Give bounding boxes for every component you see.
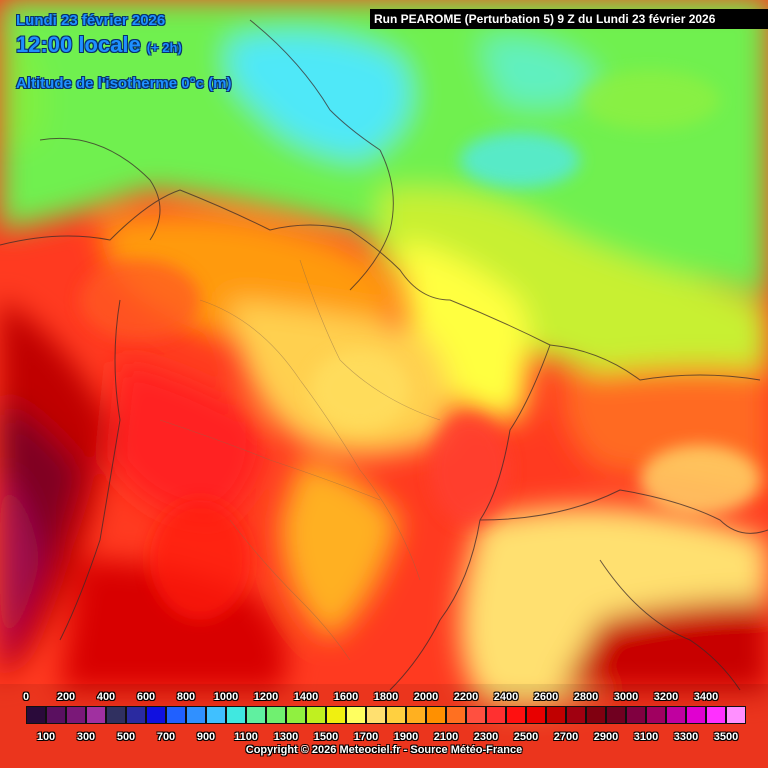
legend-tick-lower: 300 (76, 731, 96, 743)
legend-swatch (206, 706, 226, 724)
legend-swatch (606, 706, 626, 724)
legend-tick-upper: 800 (176, 691, 196, 703)
borders (0, 19, 768, 691)
legend-swatch (46, 706, 66, 724)
legend-tick-upper: 3000 (613, 691, 639, 703)
legend-tick-upper: 2000 (413, 691, 439, 703)
legend-swatch (266, 706, 286, 724)
legend-tick-lower: 700 (156, 731, 176, 743)
legend-swatch (506, 706, 526, 724)
legend-swatch (326, 706, 346, 724)
legend-tick-upper: 1800 (373, 691, 399, 703)
legend-swatch (566, 706, 586, 724)
legend-tick-lower: 2100 (433, 731, 459, 743)
legend-swatch (286, 706, 306, 724)
legend-tick-upper: 200 (56, 691, 76, 703)
legend-tick-lower: 3100 (633, 731, 659, 743)
time-value: 12:00 locale (16, 32, 141, 57)
legend-swatch (306, 706, 326, 724)
legend-swatch (366, 706, 386, 724)
legend-tick-lower: 2300 (473, 731, 499, 743)
legend-tick-upper: 2800 (573, 691, 599, 703)
legend-tick-lower: 1700 (353, 731, 379, 743)
legend-swatch (706, 706, 726, 724)
color-legend: 0 200 400 600 800 1000 1200 1400 1600 1800 2000 220… (0, 684, 768, 768)
legend-swatch (686, 706, 706, 724)
legend-tick-upper: 1200 (253, 691, 279, 703)
legend-tick-lower: 1300 (273, 731, 299, 743)
legend-tick-upper: 600 (136, 691, 156, 703)
legend-swatch (586, 706, 606, 724)
forecast-date: Lundi 23 février 2026 (16, 12, 166, 29)
legend-tick-upper: 3200 (653, 691, 679, 703)
field-detail (80, 70, 760, 620)
regions (159, 259, 441, 661)
legend-tick-lower: 1900 (393, 731, 419, 743)
legend-tick-lower: 3500 (713, 731, 739, 743)
legend-swatch (226, 706, 246, 724)
legend-tick-upper: 2600 (533, 691, 559, 703)
legend-swatch (406, 706, 426, 724)
legend-tick-upper: 1400 (293, 691, 319, 703)
legend-swatch (126, 706, 146, 724)
legend-tick-lower: 100 (36, 731, 56, 743)
legend-swatch (626, 706, 646, 724)
legend-tick-lower: 3300 (673, 731, 699, 743)
legend-swatch (386, 706, 406, 724)
legend-swatch (246, 706, 266, 724)
legend-tick-lower: 1100 (234, 731, 258, 743)
run-banner: Run PEAROME (Perturbation 5) 9 Z du Lund… (370, 9, 768, 29)
copyright-notice: Copyright © 2026 Meteociel.fr - Source M… (245, 744, 523, 756)
legend-tick-lower: 500 (116, 731, 136, 743)
legend-swatch (526, 706, 546, 724)
legend-swatch (666, 706, 686, 724)
parameter-label: Altitude de l'isotherme 0°c (m) (16, 75, 232, 92)
legend-swatch (466, 706, 486, 724)
time-offset: (+ 2h) (146, 40, 182, 55)
legend-tick-lower: 2500 (513, 731, 539, 743)
legend-swatch (546, 706, 566, 724)
legend-swatch (186, 706, 206, 724)
legend-swatch (346, 706, 366, 724)
legend-swatch (646, 706, 666, 724)
legend-tick-lower: 2700 (553, 731, 579, 743)
legend-tick-lower: 1500 (313, 731, 339, 743)
legend-tick-lower: 2900 (593, 731, 619, 743)
legend-tick-upper: 400 (96, 691, 116, 703)
legend-tick-upper: 1600 (333, 691, 359, 703)
legend-swatch (26, 706, 46, 724)
legend-swatch (446, 706, 466, 724)
legend-swatch (146, 706, 166, 724)
legend-tick-upper: 2200 (453, 691, 479, 703)
legend-swatch (486, 706, 506, 724)
legend-tick-lower: 900 (196, 731, 216, 743)
legend-swatch (86, 706, 106, 724)
legend-tick-upper: 2400 (493, 691, 519, 703)
legend-tick-upper: 1000 (213, 691, 239, 703)
legend-tick-upper: 0 (22, 691, 30, 703)
legend-tick-upper: 3400 (693, 691, 719, 703)
legend-swatch (106, 706, 126, 724)
forecast-time: 12:00 locale (+ 2h) (16, 32, 182, 58)
legend-swatch (166, 706, 186, 724)
legend-swatch (726, 706, 746, 724)
legend-swatch (66, 706, 86, 724)
legend-swatch (426, 706, 446, 724)
